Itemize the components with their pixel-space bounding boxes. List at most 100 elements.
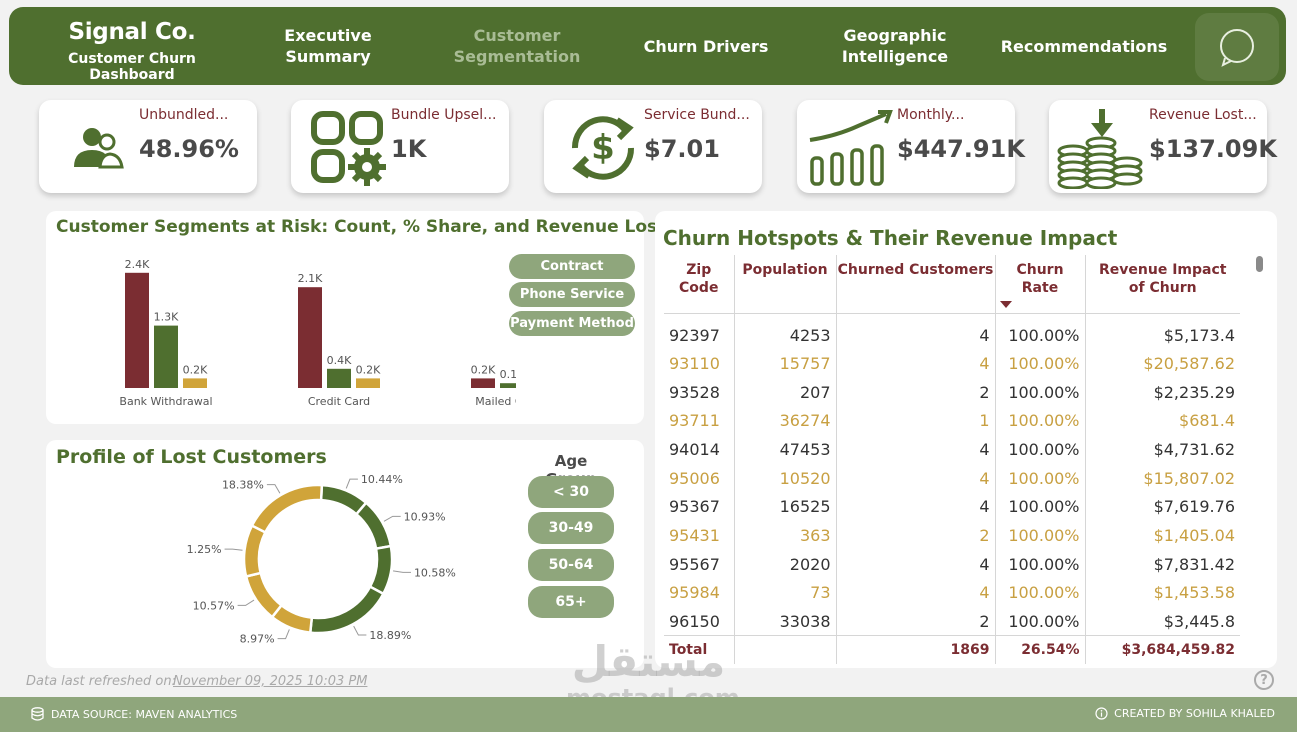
churned-cell: 4 [836, 313, 996, 349]
churn-rate-cell: 100.00% [995, 349, 1086, 378]
kpi-card-revenue-lost[interactable]: Revenue Lost... $137.09K [1049, 100, 1277, 193]
chat-button[interactable] [1195, 13, 1279, 81]
age-30-49-button[interactable]: 30-49 [528, 512, 614, 544]
churned-cell: 4 [836, 435, 996, 464]
population-cell: 207 [734, 377, 837, 407]
table-row[interactable]: 92397 4253 4 100.00% $5,173.4 [664, 313, 1240, 349]
credit: CREATED BY SOHILA KHALED [1095, 707, 1275, 720]
population-cell: 16525 [734, 492, 837, 522]
kpi-card-service-bundle[interactable]: $ Service Bund... $7.01 [544, 100, 762, 193]
data-source-text: DATA SOURCE: MAVEN ANALYTICS [51, 707, 238, 721]
nav-label: Recommendations [1000, 36, 1168, 56]
nav-executive-summary[interactable]: Executive Summary [239, 7, 417, 85]
contract-button[interactable]: Contract [509, 254, 635, 279]
slice-leader-line [392, 570, 411, 573]
nav-label: Executive Summary [284, 26, 372, 66]
brand-name: Signal Co. [68, 19, 196, 45]
credit-text: CREATED BY SOHILA KHALED [1114, 707, 1275, 720]
churn-rate-cell: 100.00% [995, 521, 1086, 550]
population-cell: 47453 [734, 435, 837, 464]
table-scrollbar[interactable] [1256, 256, 1263, 272]
donut-slice [354, 501, 393, 551]
kpi-card-bundle-upsell[interactable]: Bundle Upsel... 1K [291, 100, 509, 193]
kpi-label: Unbundled... [139, 107, 229, 123]
table-row[interactable]: 94014 47453 4 100.00% $4,731.62 [664, 435, 1240, 464]
category-label: Credit Card [308, 395, 370, 408]
bar-data-label: 0.2K [183, 363, 208, 376]
table-row[interactable]: 95367 16525 4 100.00% $7,619.76 [664, 492, 1240, 522]
column-header-churn-rate[interactable]: Churn Rate [995, 255, 1086, 314]
donut-slice [242, 523, 268, 578]
kpi-value: $7.01 [644, 135, 720, 163]
column-header-population[interactable]: Population [734, 255, 837, 314]
table-row[interactable]: 96150 33038 2 100.00% $3,445.8 [664, 607, 1240, 636]
revenue-impact-cell: $4,731.62 [1153, 439, 1235, 459]
slice-label: 10.93% [404, 510, 446, 523]
sort-descending-icon [999, 301, 1012, 308]
age-donut-chart: 10.44% 10.93% 10.58% 18.89% 8.97% 10.57% 11.25… [186, 473, 456, 646]
nav-recommendations[interactable]: Recommendations [999, 7, 1169, 85]
chat-bubble-icon [1220, 29, 1254, 67]
churned-cell: 4 [836, 463, 996, 493]
column-label: Churned Customers [837, 262, 994, 278]
revenue-impact-cell: $20,587.62 [1143, 353, 1235, 373]
panel-title: Churn Hotspots & Their Revenue Impact [663, 226, 1118, 250]
kpi-card-unbundled[interactable]: Unbundled... 48.96% [39, 100, 257, 193]
age-65-plus-button[interactable]: 65+ [528, 586, 614, 618]
zip-code-cell: 95431 [664, 521, 735, 550]
kpi-card-monthly[interactable]: Monthly... $447.91K [797, 100, 1025, 193]
table-row[interactable]: 95984 73 4 100.00% $1,453.58 [664, 578, 1240, 608]
population-cell: 4253 [734, 313, 837, 349]
column-header-zip-code[interactable]: Zip Code [664, 255, 735, 314]
population-cell: 2020 [734, 549, 837, 579]
table-row[interactable]: 93528 207 2 100.00% $2,235.29 [664, 377, 1240, 407]
phone-service-button[interactable]: Phone Service [509, 282, 635, 307]
revenue-impact-cell: $7,831.42 [1153, 554, 1235, 574]
churned-cell: 2 [836, 521, 996, 550]
bar-data-label: 1.3K [154, 311, 179, 324]
bar [154, 325, 178, 388]
zip-code-cell: 94014 [664, 435, 735, 464]
slice-label: 10.58% [414, 566, 456, 579]
total-churn-rate: 26.54% [995, 635, 1086, 664]
column-label: Population [742, 262, 828, 278]
slice-leader-line [277, 629, 290, 640]
population-cell: 10520 [734, 463, 837, 493]
table-row[interactable]: 95431 363 2 100.00% $1,405.04 [664, 521, 1240, 550]
slice-leader-line [266, 484, 281, 494]
column-label: Revenue Impact of Churn [1099, 262, 1227, 296]
column-label: Churn Rate [1016, 262, 1064, 296]
column-header-revenue-impact[interactable]: Revenue Impact of Churn [1085, 255, 1240, 314]
help-icon[interactable]: ? [1254, 670, 1274, 690]
revenue-impact-cell: $3,445.8 [1163, 611, 1235, 631]
nav-label: Churn Drivers [643, 36, 769, 56]
zip-code-cell: 95567 [664, 549, 735, 579]
hotspots-table: Zip Code Population Churned Customers Ch… [664, 255, 1240, 664]
revenue-impact-cell: $5,173.4 [1163, 325, 1235, 345]
churn-rate-cell: 100.00% [995, 492, 1086, 522]
kpi-value: 48.96% [139, 135, 239, 163]
nav-customer-segmentation[interactable]: Customer Segmentation [429, 7, 605, 85]
table-row[interactable]: 95567 2020 4 100.00% $7,831.42 [664, 549, 1240, 579]
nav-geographic-intelligence[interactable]: Geographic Intelligence [809, 7, 981, 85]
churn-rate-cell: 100.00% [995, 377, 1086, 407]
age-under-30-button[interactable]: < 30 [528, 476, 614, 508]
zip-code-cell: 92397 [664, 313, 735, 349]
age-50-64-button[interactable]: 50-64 [528, 549, 614, 581]
table-row[interactable]: 93110 15757 4 100.00% $20,587.62 [664, 349, 1240, 378]
zip-code-cell: 96150 [664, 607, 735, 636]
slice-label: 18.38% [222, 479, 264, 492]
table-row[interactable]: 95006 10520 4 100.00% $15,807.02 [664, 463, 1240, 493]
zip-code-cell: 95367 [664, 492, 735, 522]
column-header-churned-customers[interactable]: Churned Customers [836, 255, 996, 314]
nav-churn-drivers[interactable]: Churn Drivers [621, 7, 791, 85]
payment-method-button[interactable]: Payment Method [509, 311, 635, 336]
bar-data-label: 2.1K [298, 272, 323, 285]
kpi-label: Bundle Upsel... [391, 107, 497, 123]
table-row[interactable]: 93711 36274 1 100.00% $681.4 [664, 406, 1240, 436]
zip-code-cell: 95006 [664, 463, 735, 493]
total-label: Total [664, 635, 735, 664]
slice-leader-line [383, 515, 401, 522]
database-icon [31, 707, 44, 721]
revenue-impact-cell: $1,405.04 [1153, 525, 1235, 545]
